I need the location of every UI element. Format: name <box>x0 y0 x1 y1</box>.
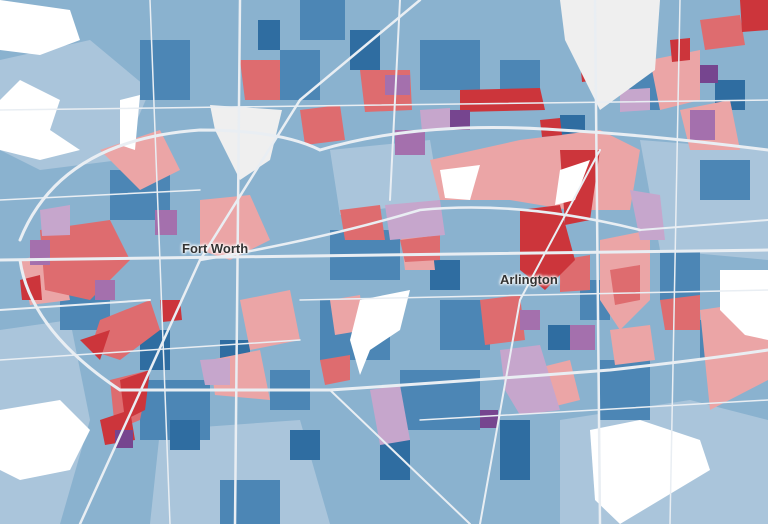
no-data-area <box>560 0 660 110</box>
tract-layer-mid-blue <box>60 0 750 524</box>
tract-layer-purple <box>30 65 718 448</box>
no-data-area <box>210 105 282 180</box>
